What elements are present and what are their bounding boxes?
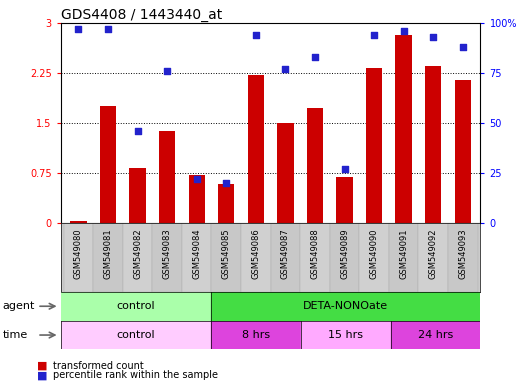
FancyBboxPatch shape <box>153 223 182 292</box>
Text: GSM549081: GSM549081 <box>103 228 112 279</box>
Point <box>429 34 437 40</box>
Text: DETA-NONOate: DETA-NONOate <box>303 301 388 311</box>
FancyBboxPatch shape <box>212 223 241 292</box>
Text: GSM549093: GSM549093 <box>458 228 467 279</box>
Text: GSM549085: GSM549085 <box>222 228 231 279</box>
Text: GSM549092: GSM549092 <box>429 228 438 279</box>
Point <box>74 26 83 32</box>
Bar <box>211 321 300 349</box>
Text: GSM549091: GSM549091 <box>399 228 408 279</box>
FancyBboxPatch shape <box>448 223 477 292</box>
Text: percentile rank within the sample: percentile rank within the sample <box>53 370 218 380</box>
Bar <box>455 79 471 223</box>
Bar <box>300 321 391 349</box>
Bar <box>277 123 294 223</box>
Point <box>458 44 467 50</box>
Text: GSM549086: GSM549086 <box>251 228 260 279</box>
Bar <box>395 35 412 223</box>
Point <box>222 180 231 186</box>
Point <box>281 66 289 72</box>
Text: GSM549090: GSM549090 <box>370 228 379 279</box>
Bar <box>188 175 205 223</box>
Text: 8 hrs: 8 hrs <box>241 330 270 340</box>
Point <box>252 32 260 38</box>
Point <box>340 166 348 172</box>
Bar <box>248 75 264 223</box>
Bar <box>159 131 175 223</box>
Text: ■: ■ <box>37 370 48 380</box>
Text: GSM549087: GSM549087 <box>281 228 290 279</box>
Text: GSM549082: GSM549082 <box>133 228 142 279</box>
FancyBboxPatch shape <box>93 223 123 292</box>
Text: GSM549083: GSM549083 <box>163 228 172 279</box>
Text: time: time <box>3 330 28 340</box>
Bar <box>61 321 211 349</box>
FancyBboxPatch shape <box>271 223 300 292</box>
FancyBboxPatch shape <box>123 223 153 292</box>
Text: ■: ■ <box>37 361 48 371</box>
Point <box>193 176 201 182</box>
Text: GSM549084: GSM549084 <box>192 228 201 279</box>
Text: control: control <box>116 330 155 340</box>
Bar <box>425 66 441 223</box>
Text: 15 hrs: 15 hrs <box>328 330 363 340</box>
Text: transformed count: transformed count <box>53 361 144 371</box>
Text: GDS4408 / 1443440_at: GDS4408 / 1443440_at <box>61 8 222 22</box>
Text: GSM549089: GSM549089 <box>340 228 349 279</box>
FancyBboxPatch shape <box>241 223 271 292</box>
FancyBboxPatch shape <box>389 223 418 292</box>
Text: 24 hrs: 24 hrs <box>418 330 453 340</box>
FancyBboxPatch shape <box>300 223 329 292</box>
Point <box>310 54 319 60</box>
Point <box>163 68 172 74</box>
FancyBboxPatch shape <box>329 223 359 292</box>
Text: GSM549088: GSM549088 <box>310 228 319 279</box>
Bar <box>129 168 146 223</box>
Bar <box>61 292 211 321</box>
Point <box>399 28 408 34</box>
Bar <box>211 292 480 321</box>
Text: agent: agent <box>3 301 35 311</box>
FancyBboxPatch shape <box>182 223 212 292</box>
FancyBboxPatch shape <box>418 223 448 292</box>
FancyBboxPatch shape <box>64 223 93 292</box>
Bar <box>391 321 480 349</box>
Text: control: control <box>116 301 155 311</box>
Bar <box>336 177 353 223</box>
Bar <box>100 106 116 223</box>
Point <box>104 26 112 32</box>
Bar <box>307 108 323 223</box>
Bar <box>366 68 382 223</box>
Text: GSM549080: GSM549080 <box>74 228 83 279</box>
Bar <box>218 184 234 223</box>
Bar <box>70 221 87 223</box>
Point <box>134 128 142 134</box>
Point <box>370 32 378 38</box>
FancyBboxPatch shape <box>359 223 389 292</box>
